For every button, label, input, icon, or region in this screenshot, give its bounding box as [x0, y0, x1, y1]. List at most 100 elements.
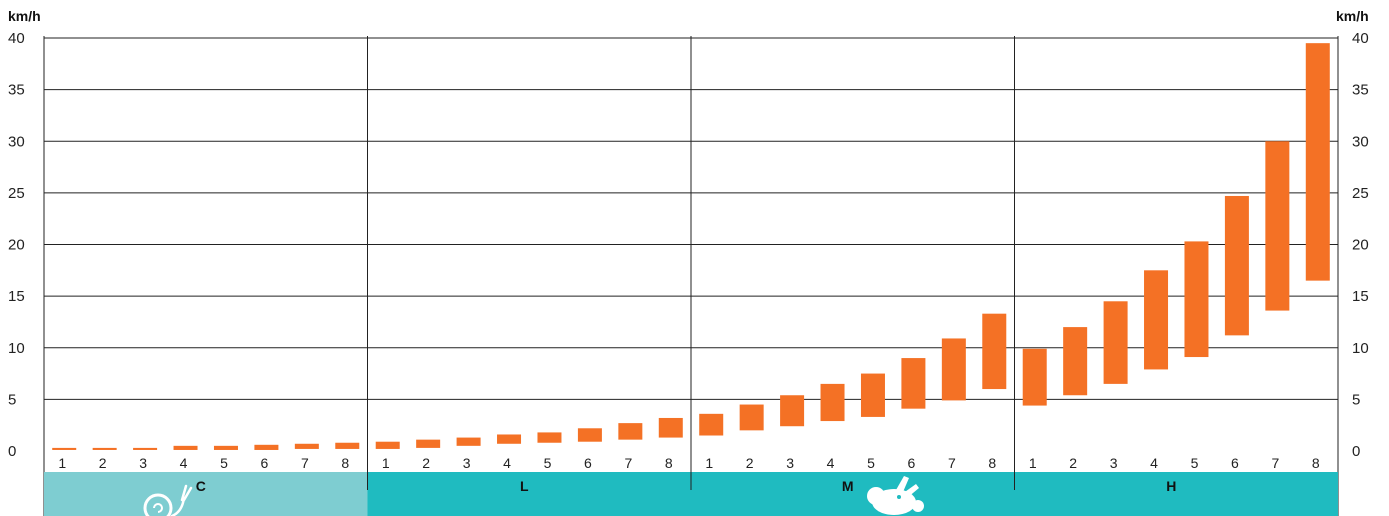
group-band-L	[367, 472, 691, 516]
y-tick-right: 25	[1352, 185, 1369, 202]
y-axis-left: 0 5 10 15 20 25 30 35 40	[8, 30, 25, 460]
x-tick-label: 8	[988, 455, 996, 471]
bar-C-2	[92, 447, 117, 450]
y-tick-left: 10	[8, 340, 25, 357]
y-tick-right: 10	[1352, 340, 1369, 357]
bar-H-2	[1063, 327, 1088, 396]
bar-C-4	[173, 445, 198, 450]
y-tick-right: 20	[1352, 237, 1369, 254]
snail-icon	[143, 484, 193, 516]
x-tick-label: 8	[341, 455, 349, 471]
x-tick-label: 4	[503, 455, 511, 471]
y-tick-left: 35	[8, 82, 25, 99]
y-tick-right: 5	[1352, 391, 1360, 408]
x-tick-label: 8	[665, 455, 673, 471]
bar-M-2	[739, 404, 764, 431]
x-tick-label: 1	[705, 455, 713, 471]
bar-L-1	[375, 441, 400, 449]
x-tick-label: 5	[220, 455, 228, 471]
bar-C-5	[213, 445, 238, 450]
x-tick-label: 7	[948, 455, 956, 471]
x-tick-label: 2	[1069, 455, 1077, 471]
group-band-M	[691, 472, 1015, 516]
x-tick-label: 5	[867, 455, 875, 471]
bar-L-4	[497, 434, 522, 444]
bar-H-3	[1103, 301, 1128, 384]
x-tick-label: 6	[584, 455, 592, 471]
y-tick-left: 25	[8, 185, 25, 202]
bar-M-4	[820, 383, 845, 422]
x-tick-label: 6	[261, 455, 269, 471]
bar-L-3	[456, 437, 481, 446]
bar-M-5	[860, 373, 885, 417]
x-tick-label: 3	[463, 455, 471, 471]
x-tick-label: 7	[301, 455, 309, 471]
x-tick-label: 4	[180, 455, 188, 471]
bar-M-7	[941, 338, 966, 401]
y-tick-left: 40	[8, 30, 25, 47]
bars	[52, 43, 1330, 450]
bar-H-8	[1305, 43, 1330, 281]
bar-L-6	[577, 428, 602, 442]
x-tick-label: 3	[1110, 455, 1118, 471]
y-tick-left: 20	[8, 237, 25, 254]
x-tick-label: 4	[1150, 455, 1158, 471]
bar-H-5	[1184, 241, 1209, 358]
y-axis-label-right: km/h	[1336, 8, 1369, 24]
y-tick-left: 5	[8, 391, 16, 408]
x-tick-label: 3	[139, 455, 147, 471]
bar-C-6	[254, 444, 279, 450]
y-tick-left: 30	[8, 133, 25, 150]
x-tick-label: 7	[1271, 455, 1279, 471]
rabbit-icon	[867, 476, 924, 515]
x-tick-label: 5	[544, 455, 552, 471]
y-tick-right: 35	[1352, 82, 1369, 99]
bar-H-6	[1224, 195, 1249, 336]
x-tick-label: 6	[908, 455, 916, 471]
y-tick-right: 40	[1352, 30, 1369, 47]
x-tick-label: 3	[786, 455, 794, 471]
group-band-C	[44, 472, 368, 516]
x-tick-label: 1	[1029, 455, 1037, 471]
x-tick-label: 1	[58, 455, 66, 471]
y-tick-left: 15	[8, 288, 25, 305]
y-tick-right: 0	[1352, 443, 1360, 460]
y-tick-right: 15	[1352, 288, 1369, 305]
bar-C-3	[133, 447, 158, 450]
bar-M-6	[901, 358, 926, 409]
bar-L-8	[658, 417, 683, 438]
bar-H-4	[1144, 270, 1169, 370]
bar-H-1	[1022, 348, 1047, 406]
x-tick-label: 4	[827, 455, 835, 471]
bar-C-7	[294, 443, 319, 449]
bar-C-8	[335, 442, 360, 449]
bar-M-8	[982, 313, 1007, 390]
y-axis-label-left: km/h	[8, 8, 41, 24]
x-tick-label: 7	[624, 455, 632, 471]
bar-L-5	[537, 432, 562, 443]
y-tick-right: 30	[1352, 133, 1369, 150]
bar-L-7	[618, 423, 643, 440]
group-label-C: C	[196, 478, 206, 494]
bar-M-3	[780, 395, 805, 427]
x-tick-label: 8	[1312, 455, 1320, 471]
y-axis-right: 0 5 10 15 20 25 30 35 40	[1352, 30, 1369, 460]
x-tick-label: 5	[1191, 455, 1199, 471]
x-tick-label: 1	[382, 455, 390, 471]
bar-H-7	[1265, 141, 1290, 311]
x-tick-label: 6	[1231, 455, 1239, 471]
group-label-M: M	[842, 478, 854, 494]
bar-L-2	[416, 439, 441, 448]
x-axis: 1 2 3 4 5 6 7 8 1 2 3 4 5 6 7 8 1 2 3 4 5 6 7 8 1 2 3 4 5 6 7 8	[58, 455, 1320, 471]
group-label-L: L	[520, 478, 529, 494]
group-dividers	[367, 36, 1015, 490]
group-band-H	[1014, 472, 1338, 516]
group-bands	[44, 472, 1338, 516]
bar-M-1	[699, 413, 724, 436]
icons	[143, 476, 924, 516]
bar-C-1	[52, 447, 77, 450]
y-tick-left: 0	[8, 443, 16, 460]
group-label-H: H	[1166, 478, 1176, 494]
